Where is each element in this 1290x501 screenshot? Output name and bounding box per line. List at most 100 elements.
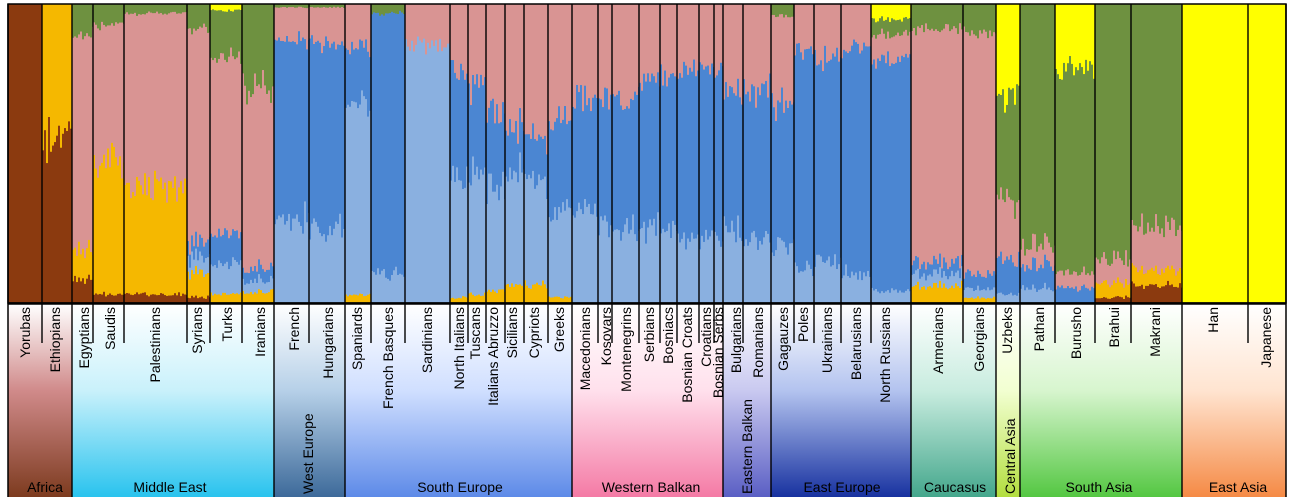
population-label: Sardinians bbox=[419, 307, 435, 373]
segment-pink bbox=[1159, 233, 1162, 275]
segment-pink bbox=[798, 4, 801, 44]
segment-pink bbox=[530, 4, 533, 139]
segment-pink bbox=[568, 4, 571, 121]
segment-pink bbox=[723, 4, 726, 100]
segment-olive bbox=[993, 4, 996, 33]
segment-olive bbox=[178, 4, 181, 14]
segment-light_blue bbox=[582, 213, 585, 304]
segment-pink bbox=[604, 4, 607, 88]
segment-pink bbox=[592, 4, 595, 98]
segment-olive bbox=[1161, 4, 1164, 229]
segment-brown bbox=[1135, 286, 1138, 304]
segment-olive bbox=[1061, 79, 1064, 271]
segment-pink bbox=[612, 4, 615, 95]
segment-light_blue bbox=[759, 240, 762, 304]
segment-dark_blue bbox=[1059, 287, 1062, 304]
segment-olive bbox=[391, 4, 394, 12]
segment-light_blue bbox=[413, 51, 416, 304]
segment-pink bbox=[109, 25, 112, 168]
segment-light_blue bbox=[197, 259, 200, 275]
segment-dark_blue bbox=[911, 264, 914, 275]
segment-olive bbox=[951, 4, 954, 30]
segment-pink bbox=[445, 4, 448, 48]
segment-pink bbox=[309, 6, 312, 39]
segment-pink bbox=[769, 4, 772, 74]
segment-olive bbox=[82, 4, 85, 40]
segment-pink bbox=[672, 4, 675, 74]
segment-pink bbox=[697, 4, 700, 71]
segment-pink bbox=[201, 27, 204, 238]
segment-light_blue bbox=[598, 234, 601, 304]
segment-pink bbox=[660, 4, 663, 65]
segment-dark_blue bbox=[1075, 286, 1078, 304]
population-bar-montenegrins bbox=[612, 4, 640, 304]
segment-dark_blue bbox=[515, 120, 518, 173]
segment-pink bbox=[500, 4, 503, 123]
segment-dark_blue bbox=[716, 75, 719, 236]
segment-dark_blue bbox=[250, 266, 253, 280]
population-label: Brahui bbox=[1106, 307, 1122, 347]
segment-dark_blue bbox=[401, 12, 404, 275]
segment-pink bbox=[1081, 271, 1084, 286]
segment-orange bbox=[160, 177, 163, 294]
segment-light_blue bbox=[1002, 293, 1005, 304]
segment-olive bbox=[1103, 4, 1106, 253]
segment-light_blue bbox=[657, 211, 660, 304]
segment-pink bbox=[447, 4, 450, 44]
segment-brown bbox=[50, 151, 53, 304]
segment-dark_blue bbox=[554, 121, 557, 208]
segment-olive bbox=[1071, 63, 1074, 275]
segment-light_blue bbox=[718, 240, 721, 304]
segment-pink bbox=[861, 4, 864, 51]
segment-light_blue bbox=[973, 290, 976, 299]
segment-dark_blue bbox=[201, 237, 204, 256]
segment-olive bbox=[1008, 87, 1011, 198]
population-bar-egyptians bbox=[72, 4, 94, 304]
segment-olive bbox=[242, 4, 245, 74]
segment-olive bbox=[216, 10, 219, 63]
segment-brown bbox=[160, 292, 163, 304]
segment-light_blue bbox=[562, 201, 565, 299]
segment-pink bbox=[103, 24, 106, 155]
segment-orange bbox=[965, 297, 968, 304]
segment-olive bbox=[184, 4, 187, 13]
segment-pink bbox=[452, 4, 455, 61]
segment-pink bbox=[174, 11, 177, 177]
segment-brown bbox=[66, 130, 69, 304]
segment-dark_blue bbox=[588, 97, 591, 204]
population-bar-yorubas bbox=[8, 4, 43, 304]
segment-orange bbox=[187, 271, 190, 298]
segment-brown bbox=[28, 4, 31, 304]
segment-light_blue bbox=[550, 221, 553, 298]
segment-orange bbox=[568, 297, 571, 304]
segment-orange bbox=[220, 294, 223, 304]
segment-yellow bbox=[1276, 4, 1279, 304]
segment-brown bbox=[178, 291, 181, 304]
segment-dark_blue bbox=[753, 85, 756, 231]
segment-light_blue bbox=[228, 268, 231, 295]
segment-light_blue bbox=[560, 212, 563, 299]
segment-olive bbox=[887, 16, 890, 32]
segment-light_blue bbox=[590, 213, 593, 304]
segment-orange bbox=[166, 202, 169, 296]
segment-olive bbox=[109, 4, 112, 26]
segment-dark_blue bbox=[586, 104, 589, 207]
segment-pink bbox=[195, 30, 198, 232]
segment-light_blue bbox=[486, 203, 489, 292]
segment-pink bbox=[456, 4, 459, 79]
segment-light_blue bbox=[998, 292, 1001, 304]
segment-olive bbox=[327, 4, 330, 8]
segment-yellow bbox=[877, 4, 880, 22]
segment-light_blue bbox=[808, 264, 811, 304]
segment-olive bbox=[889, 21, 892, 39]
segment-pink bbox=[806, 4, 809, 50]
segment-light_blue bbox=[634, 233, 637, 304]
segment-yellow bbox=[885, 4, 888, 20]
segment-pink bbox=[681, 4, 684, 78]
segment-pink bbox=[610, 4, 613, 95]
population-label: Tuscans bbox=[467, 307, 483, 359]
region-band-caucasus bbox=[911, 304, 996, 497]
segment-pink bbox=[1173, 219, 1176, 270]
segment-dark_blue bbox=[777, 100, 780, 238]
segment-light_blue bbox=[507, 181, 510, 285]
